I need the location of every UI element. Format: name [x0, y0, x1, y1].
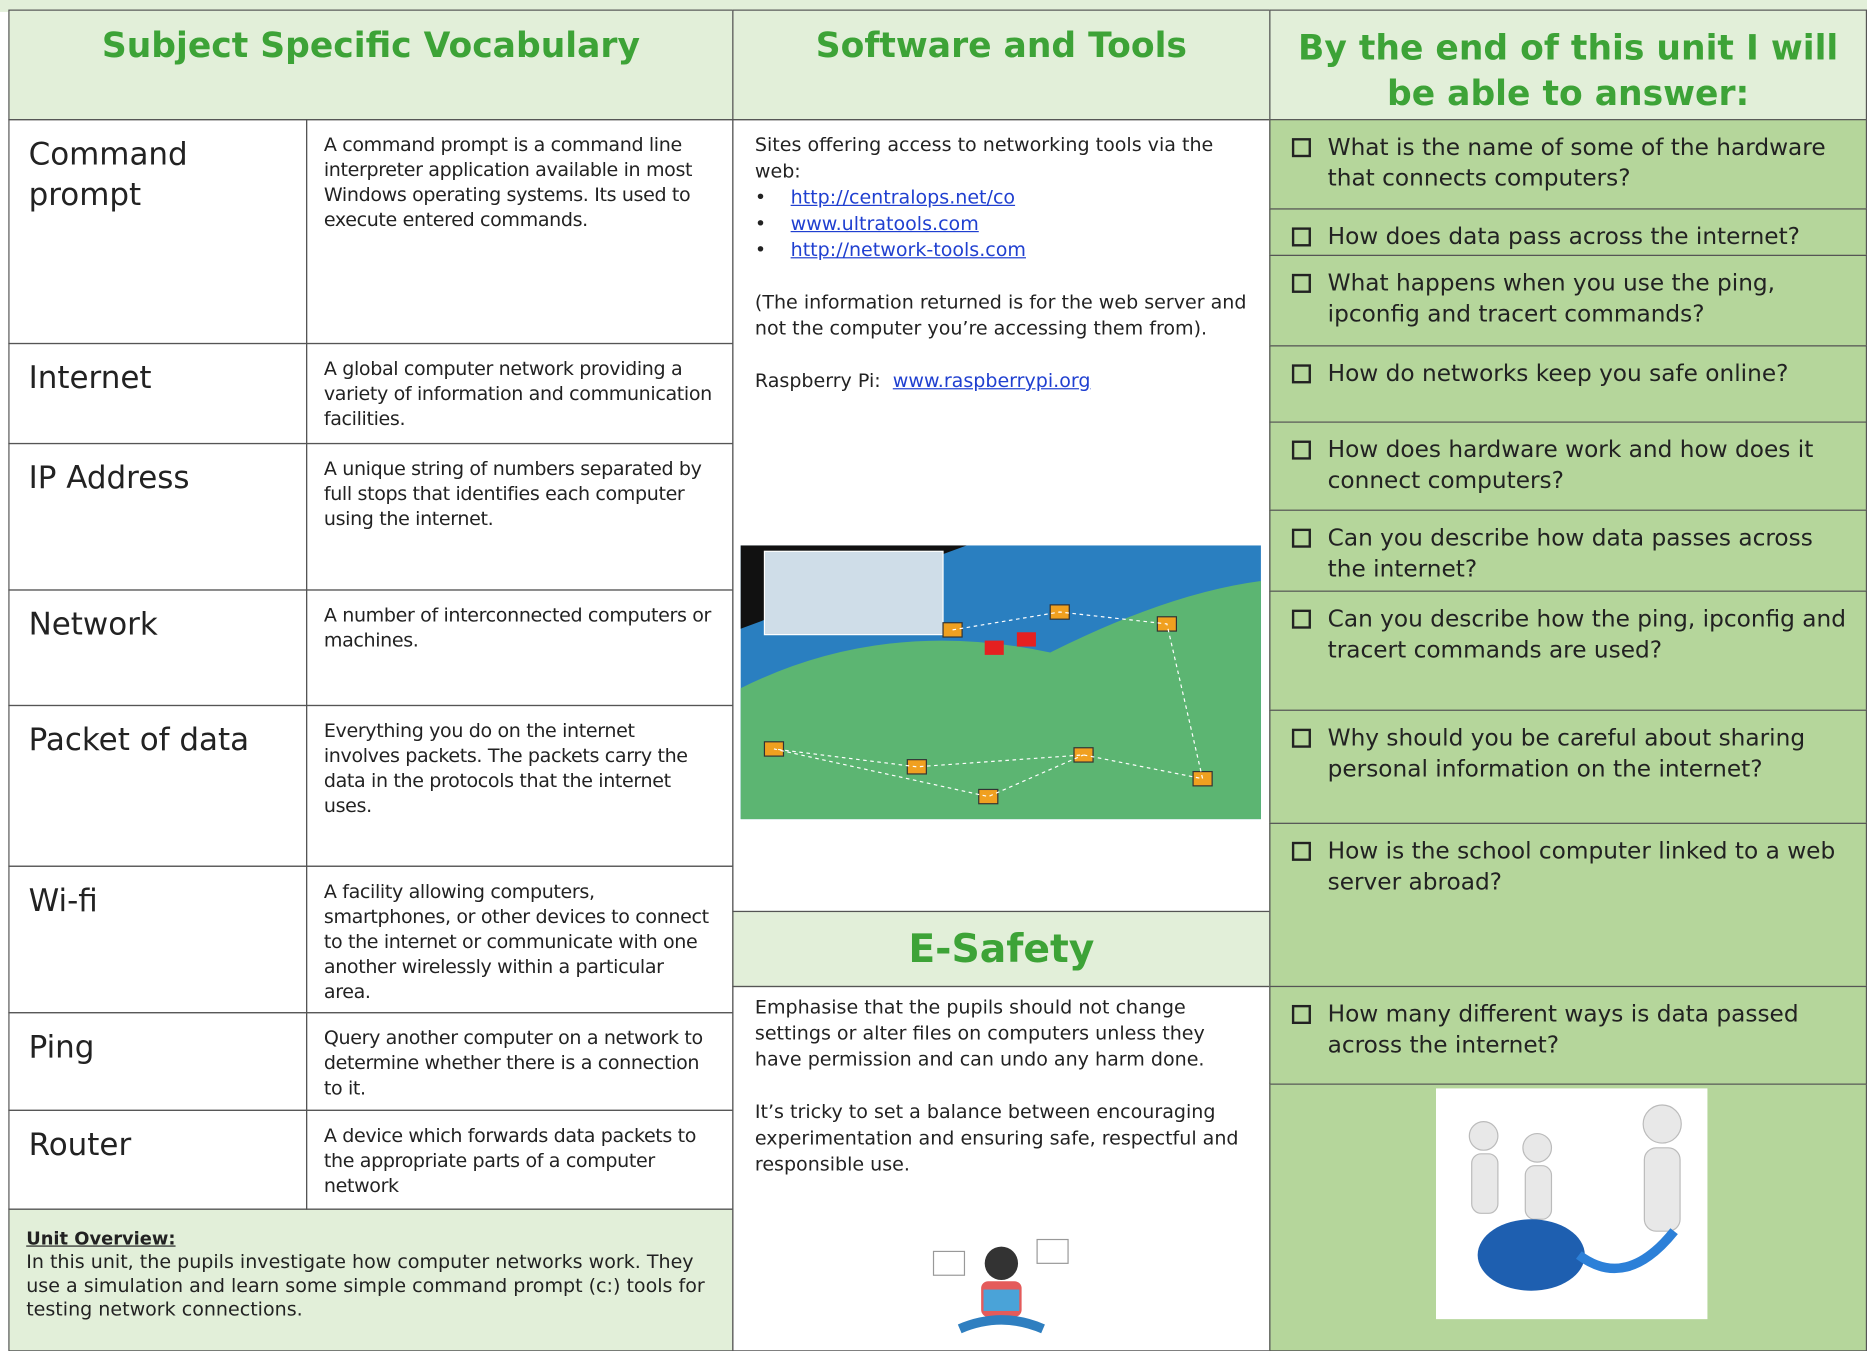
overview-label: Unit Overview: — [26, 1227, 176, 1250]
title-strip — [0, 0, 1867, 12]
question: How does hardware work and how does it c… — [1269, 421, 1867, 511]
question: How is the school computer linked to a w… — [1269, 822, 1867, 988]
bullet: • — [754, 211, 767, 235]
vocab-term: Wi-fi — [8, 865, 308, 1014]
people-illustration — [1435, 1088, 1708, 1320]
note: (The information returned is for the web… — [754, 290, 1247, 340]
link[interactable]: www.ultratools.com — [790, 211, 979, 235]
vocab-definition: Everything you do on the internet involv… — [306, 704, 734, 867]
header-text: By the end of this unit I will be able t… — [1298, 27, 1839, 114]
bullet: • — [754, 238, 767, 261]
vocab-term: Router — [8, 1109, 308, 1210]
vocab-definition: Query another computer on a network to d… — [306, 1012, 734, 1111]
question: What is the name of some of the hardware… — [1269, 119, 1867, 210]
esafety-illustration — [932, 1238, 1069, 1334]
question: How do networks keep you safe online? — [1269, 345, 1867, 423]
link-item: • http://network-tools.com — [755, 237, 1248, 263]
question: Can you describe how the ping, ipconfig … — [1269, 590, 1867, 711]
header: Software and Tools — [732, 9, 1271, 121]
vocab-definition: A command prompt is a command line inter… — [306, 119, 734, 345]
paragraph: It’s tricky to set a balance between enc… — [754, 1100, 1239, 1176]
vocab-term: Command prompt — [8, 119, 308, 345]
image-cell — [1269, 1082, 1867, 1351]
vocab-term: Internet — [8, 342, 308, 445]
question: What happens when you use the ping, ipco… — [1269, 254, 1867, 347]
vocab-definition: A device which forwards data packets to … — [306, 1109, 734, 1210]
network-map — [740, 545, 1261, 820]
bullet: • — [754, 185, 767, 209]
vocab-term: Network — [8, 589, 308, 707]
vocab-definition: A global computer network providing a va… — [306, 342, 734, 445]
header-text: Subject Specific Vocabulary — [101, 25, 640, 66]
link-item: • http://centralops.net/co — [755, 185, 1248, 211]
question: Why should you be careful about sharing … — [1269, 709, 1867, 824]
header: Subject Specific Vocabulary — [8, 9, 734, 121]
label: Raspberry Pi: — [754, 369, 881, 392]
vocab-definition: A number of interconnected computers or … — [306, 589, 734, 707]
esafety-cell: Emphasise that the pupils should not cha… — [732, 985, 1271, 1351]
link-item: • www.ultratools.com — [755, 211, 1248, 237]
vocab-definition: A facility allowing computers, smartphon… — [306, 865, 734, 1014]
link[interactable]: www.raspberrypi.org — [892, 369, 1091, 392]
intro: Sites offering access to networking tool… — [754, 133, 1214, 183]
question: How many different ways is data passed a… — [1269, 985, 1867, 1085]
vocab-definition: A unique string of numbers separated by … — [306, 442, 734, 591]
question: Can you describe how data passes across … — [1269, 509, 1867, 592]
esafety-header: E-Safety — [732, 910, 1271, 988]
overview-text: In this unit, the pupils investigate how… — [26, 1250, 705, 1321]
vocab-term: Ping — [8, 1012, 308, 1111]
link[interactable]: http://network-tools.com — [790, 238, 1026, 261]
question: How does data pass across the internet? — [1269, 208, 1867, 257]
paragraph: Emphasise that the pupils should not cha… — [754, 995, 1205, 1071]
overview: Unit Overview: In this unit, the pupils … — [8, 1208, 734, 1351]
header-text: Software and Tools — [815, 25, 1187, 66]
raspberry: Raspberry Pi: www.raspberrypi.org — [755, 368, 1248, 394]
link[interactable]: http://centralops.net/co — [790, 185, 1016, 209]
header: By the end of this unit I will be able t… — [1269, 9, 1867, 121]
vocab-term: IP Address — [8, 442, 308, 591]
header-text: E-Safety — [908, 925, 1095, 972]
vocab-term: Packet of data — [8, 704, 308, 867]
software-cell: Sites offering access to networking tool… — [732, 119, 1271, 913]
